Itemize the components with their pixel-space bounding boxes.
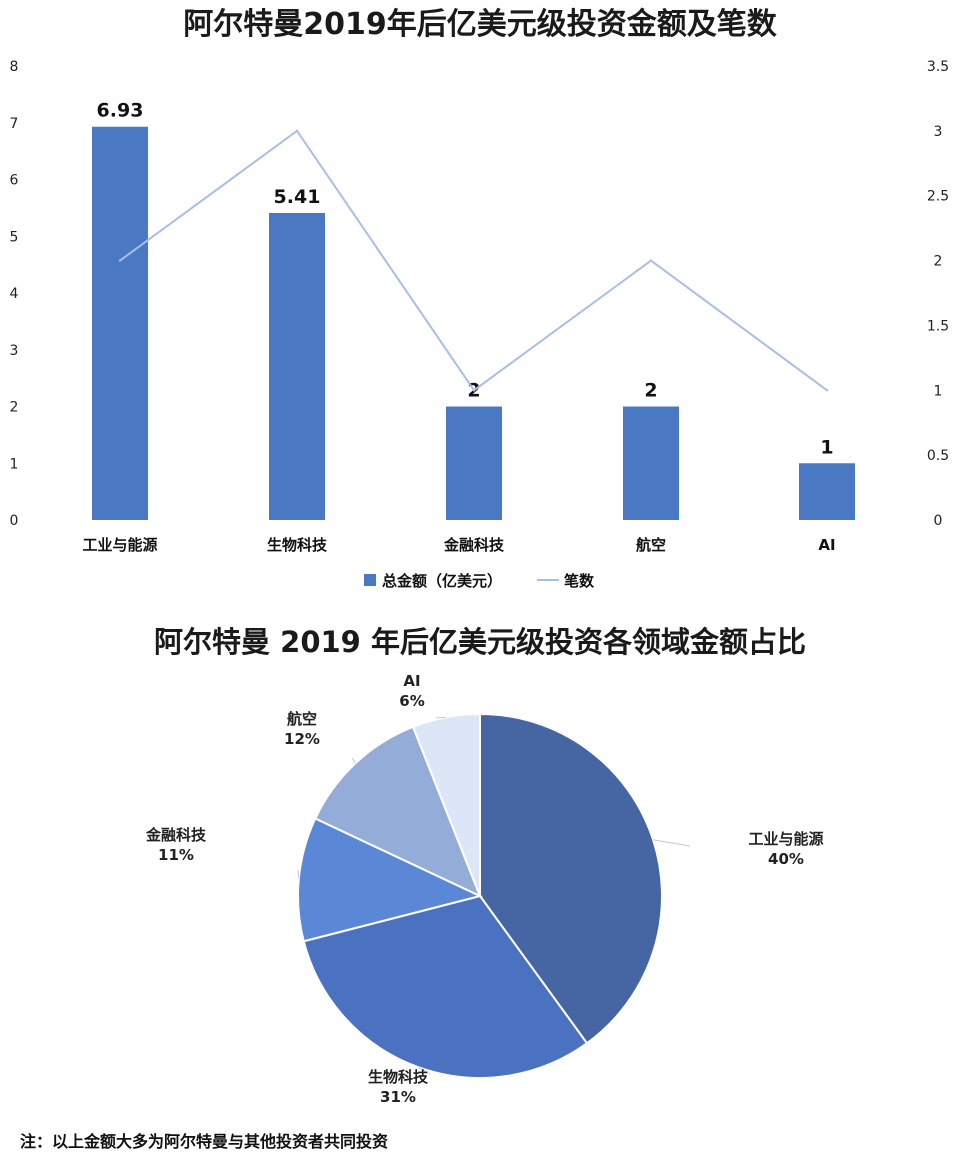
line-point — [825, 389, 829, 392]
pie-slice-percent: 40% — [768, 850, 804, 868]
right-tick-label: 0.5 — [927, 448, 949, 464]
legend-line-label: 笔数 — [564, 572, 595, 590]
pie-leader-line — [297, 869, 300, 879]
pie-leader-line — [653, 839, 691, 847]
category-label: 工业与能源 — [82, 536, 157, 554]
right-tick-label: 0 — [934, 513, 943, 529]
left-tick-label: 2 — [10, 400, 19, 416]
left-axis-ticks: 0 1 2 3 4 5 6 7 8 — [10, 59, 19, 529]
bar — [799, 463, 855, 520]
pie-slices — [297, 712, 663, 1079]
left-tick-label: 3 — [10, 343, 19, 359]
category-label: 金融科技 — [443, 536, 505, 554]
pie-slice-label: AI — [403, 672, 420, 690]
combo-chart: 阿尔特曼2019年后亿美元级投资金额及笔数 0 1 2 3 4 5 6 7 8 0 0.5 1 1.5… — [10, 7, 950, 590]
category-label: 航空 — [636, 536, 666, 554]
bar — [92, 126, 148, 520]
line-point — [472, 389, 476, 392]
bar-series: 6.935.412 21 — [92, 100, 855, 521]
pie-slice-percent: 31% — [380, 1088, 416, 1106]
pie-chart: 阿尔特曼 2019 年后亿美元级投资各领域金额占比 工业与能源 40% 生物科技 31… — [145, 625, 824, 1106]
left-tick-label: 8 — [10, 59, 19, 75]
pie-slice-label: 工业与能源 — [748, 830, 823, 848]
bar — [269, 212, 325, 521]
right-tick-label: 3.5 — [927, 59, 949, 75]
pie-slice — [411, 712, 481, 897]
pie-leader-line — [351, 757, 356, 764]
category-label: 生物科技 — [267, 536, 328, 554]
right-axis-ticks: 0 0.5 1 1.5 2 2.5 3 3.5 — [927, 59, 949, 529]
bar-data-label: 5.41 — [274, 186, 321, 208]
footnote: 注：以上金额大多为阿尔特曼与其他投资者共同投资 — [20, 1132, 389, 1151]
pie-leader-line — [435, 716, 446, 719]
right-tick-label: 2.5 — [927, 189, 949, 205]
legend-bar-label: 总金额（亿美元） — [382, 572, 502, 590]
pie-leader-line — [418, 1066, 431, 1075]
left-tick-label: 6 — [10, 173, 19, 189]
bar-data-label: 6.93 — [97, 100, 144, 122]
line-series — [118, 129, 829, 392]
right-tick-label: 1.5 — [927, 318, 949, 334]
left-tick-label: 4 — [10, 286, 19, 302]
line-path — [119, 129, 828, 392]
left-tick-label: 0 — [10, 513, 19, 529]
category-labels: 工业与能源 生物科技 金融科技 航空 AI — [82, 536, 835, 554]
bar-data-label: 1 — [820, 436, 833, 458]
line-point — [649, 259, 653, 262]
right-tick-label: 2 — [934, 254, 943, 270]
legend: 总金额（亿美元） 笔数 — [364, 572, 595, 590]
left-tick-label: 1 — [10, 456, 19, 472]
right-tick-label: 1 — [934, 383, 943, 399]
legend-bar-swatch — [364, 574, 376, 586]
line-point — [295, 129, 299, 133]
pie-labels: 工业与能源 40% 生物科技 31% 金融科技 11% 航空 12% AI 6% — [145, 672, 824, 1106]
category-label: AI — [818, 536, 835, 554]
pie-slice-percent: 11% — [158, 846, 194, 864]
pie-leader-lines — [297, 716, 691, 1075]
pie-slice-percent: 6% — [399, 692, 424, 710]
pie-slice — [297, 817, 483, 943]
left-tick-label: 5 — [10, 229, 19, 245]
pie-slice-label: 航空 — [287, 710, 317, 728]
pie-slice — [313, 725, 482, 898]
bar — [446, 406, 502, 520]
pie-slice — [479, 712, 663, 1045]
bar-data-label: 2 — [644, 380, 657, 402]
right-tick-label: 3 — [934, 124, 943, 140]
pie-slice-label: 金融科技 — [145, 826, 207, 844]
bar — [623, 406, 679, 520]
left-tick-label: 7 — [10, 116, 19, 132]
pie-slice-percent: 12% — [284, 730, 320, 748]
pie-title: 阿尔特曼 2019 年后亿美元级投资各领域金额占比 — [154, 625, 806, 659]
line-point — [118, 259, 122, 262]
pie-slice-label: 生物科技 — [368, 1068, 429, 1086]
chart-title: 阿尔特曼2019年后亿美元级投资金额及笔数 — [183, 7, 777, 42]
